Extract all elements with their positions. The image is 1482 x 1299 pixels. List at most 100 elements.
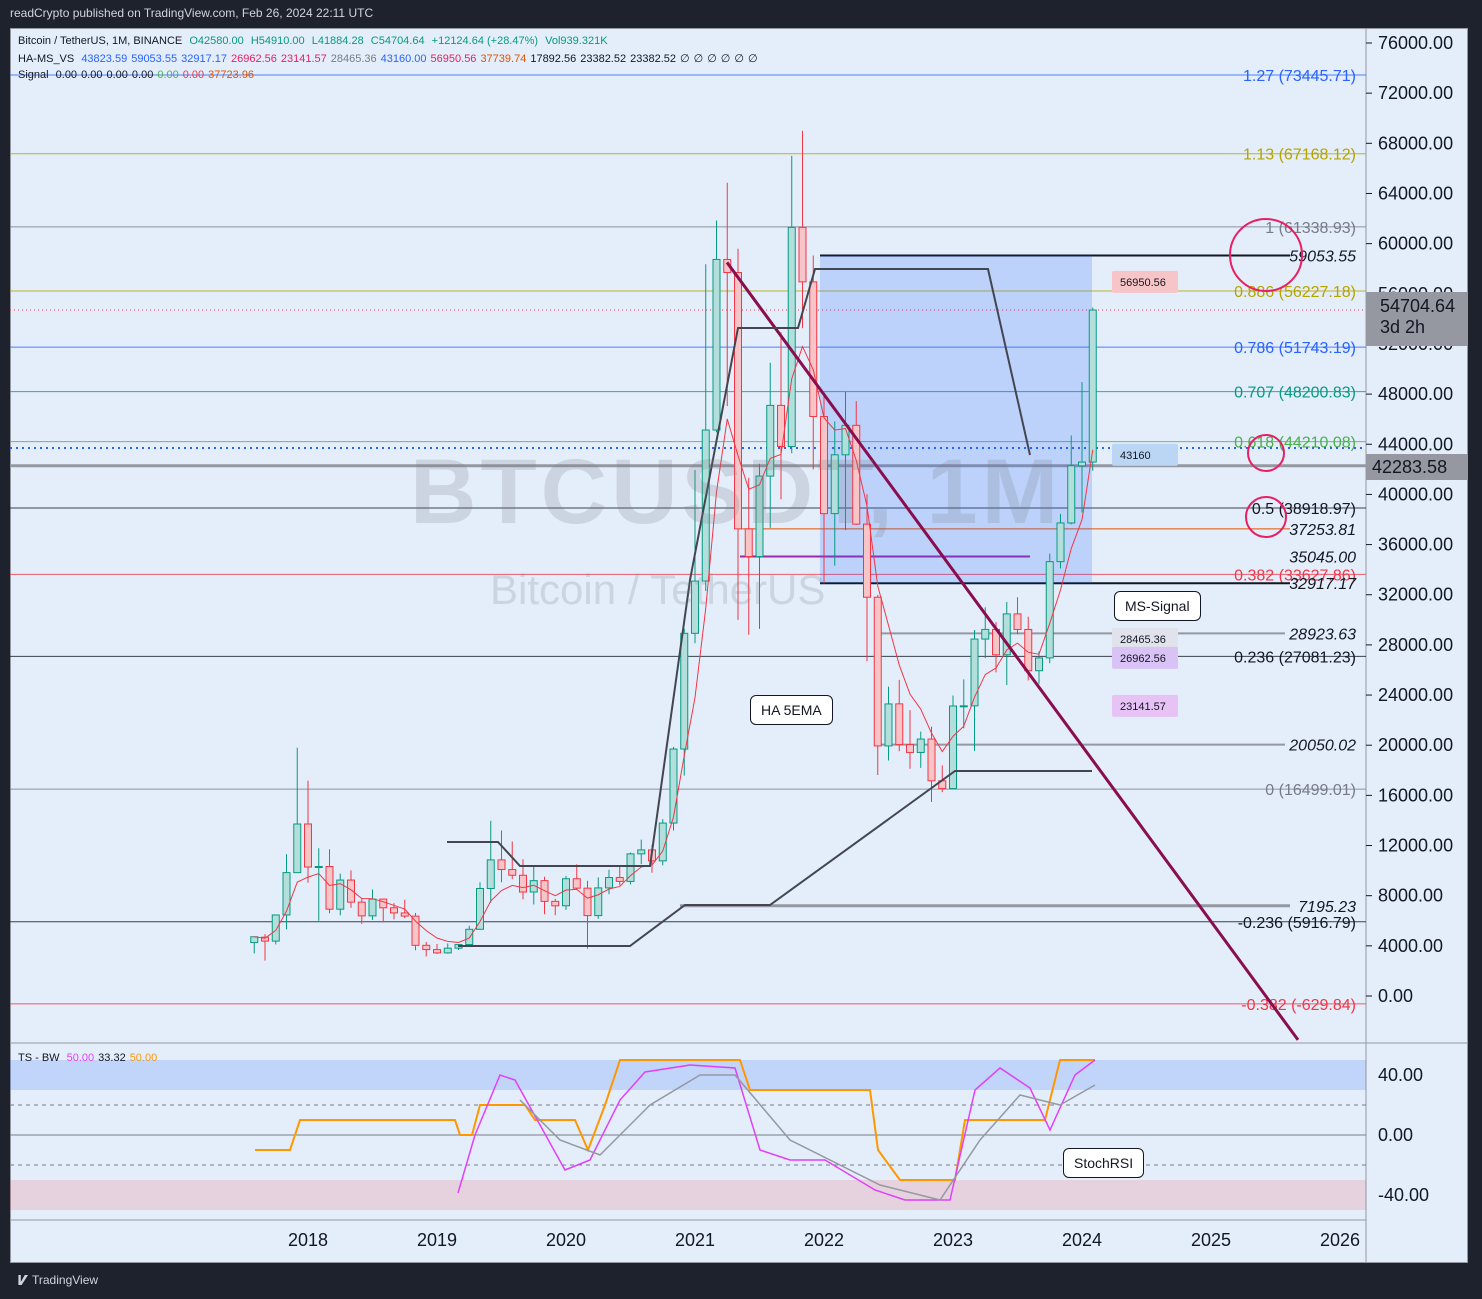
- candle-body: [476, 887, 484, 930]
- chart-frame: [10, 28, 1468, 1263]
- stochrsi-callout[interactable]: StochRSI: [1063, 1148, 1145, 1178]
- candle-body: [562, 878, 570, 907]
- fib-level-label: 0.236 (27081.23): [1234, 649, 1356, 666]
- fib-level-label: 0.886 (56227.18): [1234, 284, 1356, 301]
- candle-body: [433, 949, 441, 954]
- fib-level-label: 1 (61338.93): [1265, 220, 1356, 237]
- price-axis-label: 4000.00: [1378, 936, 1443, 956]
- legend-value: 0.00: [157, 69, 179, 81]
- circle-annotation: [1229, 218, 1303, 292]
- candle-body: [508, 869, 517, 876]
- time-axis-label: 2021: [675, 1230, 715, 1250]
- candle-body: [1078, 461, 1086, 467]
- candle-body: [680, 632, 689, 750]
- legend-value: ∅: [707, 53, 717, 65]
- osc-axis-label: 40.00: [1378, 1065, 1423, 1085]
- value-tag-label: 26962.56: [1120, 653, 1166, 665]
- time-axis-label: 2019: [417, 1230, 457, 1250]
- legend-value: 23141.57: [280, 53, 327, 65]
- candle-body: [400, 912, 409, 917]
- value-tag: [1112, 694, 1178, 717]
- legend-high: H54910.00: [250, 35, 305, 47]
- ms-signal-callout[interactable]: MS-Signal: [1114, 591, 1201, 621]
- candle-body: [766, 404, 775, 477]
- candle-body: [949, 705, 957, 790]
- legend-value: ∅: [720, 53, 731, 65]
- legend-value: 56950.56: [430, 53, 477, 65]
- legend-indicator-name: Signal: [18, 69, 49, 81]
- candle-body: [863, 523, 871, 598]
- candle-body: [873, 596, 882, 747]
- legend-indicator-name: HA-MS_VS: [18, 53, 75, 65]
- candle-body: [519, 874, 527, 893]
- candle-body: [325, 866, 334, 910]
- legend-value: 37739.74: [480, 53, 527, 65]
- legend-low: L41884.28: [311, 35, 364, 47]
- legend-ha-ms-vs[interactable]: HA-MS_VS 43823.59 59053.55 32917.17 26962.5…: [18, 52, 762, 65]
- price-axis-label: 8000.00: [1378, 886, 1443, 906]
- candle-body: [669, 748, 678, 824]
- fib-level-label: 0.382 (33627.86): [1234, 567, 1356, 584]
- candle-body: [261, 936, 269, 942]
- value-tag: [1112, 443, 1178, 466]
- legend-symbol-title: Bitcoin / TetherUS, 1M, BINANCE: [18, 35, 183, 47]
- candle-body: [1002, 613, 1011, 656]
- fib-level-label: 0 (16499.01): [1265, 782, 1356, 799]
- ha-step-line: [447, 268, 1031, 867]
- price-axis-label: 48000.00: [1378, 384, 1453, 404]
- price-axis-label: 68000.00: [1378, 133, 1453, 153]
- candle-body: [1035, 657, 1043, 672]
- legend-open: O42580.00: [189, 35, 244, 47]
- legend-value: 0.00: [106, 69, 128, 81]
- price-level-label: 37253.81: [1289, 522, 1356, 539]
- legend-main[interactable]: Bitcoin / TetherUS, 1M, BINANCE O42580.0…: [18, 35, 612, 47]
- legend-value: 50.00: [129, 1052, 158, 1064]
- legend-value: 50.00: [66, 1052, 95, 1064]
- price-axis-label: 20000.00: [1378, 735, 1453, 755]
- fib-level-label: 0.707 (48200.83): [1234, 385, 1356, 402]
- price-axis-label: 76000.00: [1378, 33, 1453, 53]
- ha-5ema-callout[interactable]: HA 5EMA: [750, 695, 833, 725]
- candle-body: [1045, 561, 1054, 659]
- candle-body: [282, 872, 291, 916]
- candle-body: [755, 475, 764, 558]
- osc-axis-label: -40.00: [1378, 1185, 1429, 1205]
- candle-body: [927, 738, 936, 782]
- price-axis-label: 0.00: [1378, 986, 1413, 1006]
- price-axis-label: 60000.00: [1378, 234, 1453, 254]
- candle-body: [658, 822, 667, 862]
- legend-ts-bw[interactable]: TS - BW 50.00 33.32 50.00: [18, 1052, 161, 1064]
- value-tag: [1112, 646, 1178, 669]
- legend-value: 0.00: [182, 69, 205, 81]
- candle-body: [970, 638, 979, 707]
- candle-body: [734, 272, 742, 530]
- time-axis-label: 2023: [933, 1230, 973, 1250]
- candle-body: [744, 528, 753, 558]
- value-tag-label: 43160: [1120, 450, 1151, 462]
- price-level-label: 59053.55: [1289, 248, 1356, 265]
- candle-body: [357, 901, 366, 917]
- price-axis-label: 72000.00: [1378, 83, 1453, 103]
- candle-body: [594, 887, 603, 917]
- ha-5ema-line: [254, 345, 1094, 943]
- legend-signal[interactable]: Signal 0.00 0.00 0.00 0.00 0.00 0.00 37723.96: [18, 69, 258, 81]
- candle-body: [551, 900, 560, 907]
- legend-value: 0.00: [81, 69, 103, 81]
- candle-body: [787, 226, 796, 448]
- osc-stoch-k-line: [457, 1059, 1096, 1201]
- candle-body: [422, 944, 431, 951]
- time-axis-label: 2020: [546, 1230, 586, 1250]
- legend-value: 37723.96: [208, 69, 255, 81]
- oversold-band: [10, 1180, 1366, 1210]
- price-axis-label: 64000.00: [1378, 183, 1453, 203]
- value-tag-label: 23141.57: [1120, 701, 1166, 713]
- fib-level-label: -0.382 (-629.84): [1241, 997, 1356, 1014]
- candle-body: [390, 907, 398, 914]
- tradingview-footer[interactable]: TradingView: [12, 1273, 98, 1287]
- time-axis-label: 2024: [1062, 1230, 1102, 1250]
- osc-signal-line: [519, 1074, 1096, 1201]
- candle-body: [293, 823, 302, 874]
- legend-value: ∅: [734, 53, 744, 65]
- candle-body: [830, 454, 839, 515]
